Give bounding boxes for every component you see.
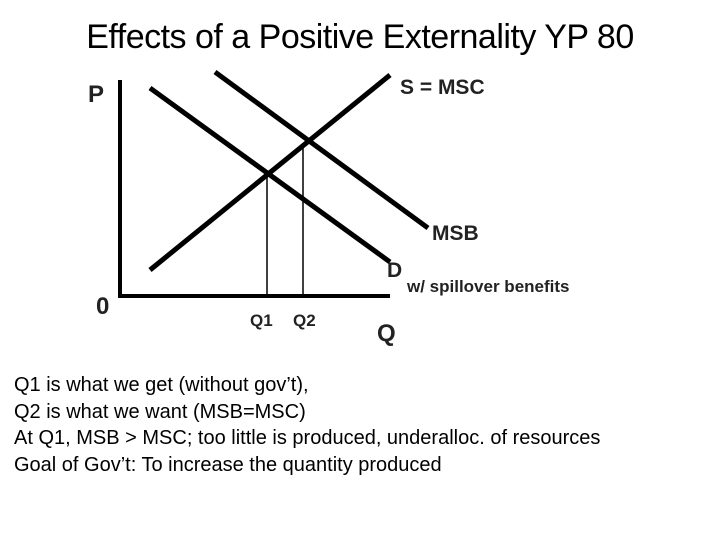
note-line: At Q1, MSB > MSC; too little is produced… xyxy=(14,427,601,449)
y-axis-label: P xyxy=(88,81,104,108)
notes-text: Q1 is what we get (without gov’t), Q2 is… xyxy=(14,372,714,478)
demand-curve xyxy=(148,85,392,265)
msb-curve xyxy=(213,69,430,231)
page-title: Effects of a Positive Externality YP 80 xyxy=(86,18,634,56)
q1-tick-label: Q1 xyxy=(250,311,273,330)
supply-label: S = MSC xyxy=(400,76,485,99)
x-axis-label: Q xyxy=(377,320,396,347)
msb-label: MSB xyxy=(432,222,479,245)
demand-label: D xyxy=(387,259,402,282)
note-line: Q1 is what we get (without gov’t), xyxy=(14,374,309,396)
note-line: Goal of Gov’t: To increase the quantity … xyxy=(14,453,442,476)
note-line: Q2 is what we want (MSB=MSC) xyxy=(14,400,306,423)
q2-tick-label: Q2 xyxy=(293,311,316,330)
origin-label: 0 xyxy=(96,293,109,320)
demand-note: w/ spillover benefits xyxy=(406,277,570,296)
externality-diagram: P 0 Q S = MSC MSB D w/ spillover benefit… xyxy=(88,69,570,347)
